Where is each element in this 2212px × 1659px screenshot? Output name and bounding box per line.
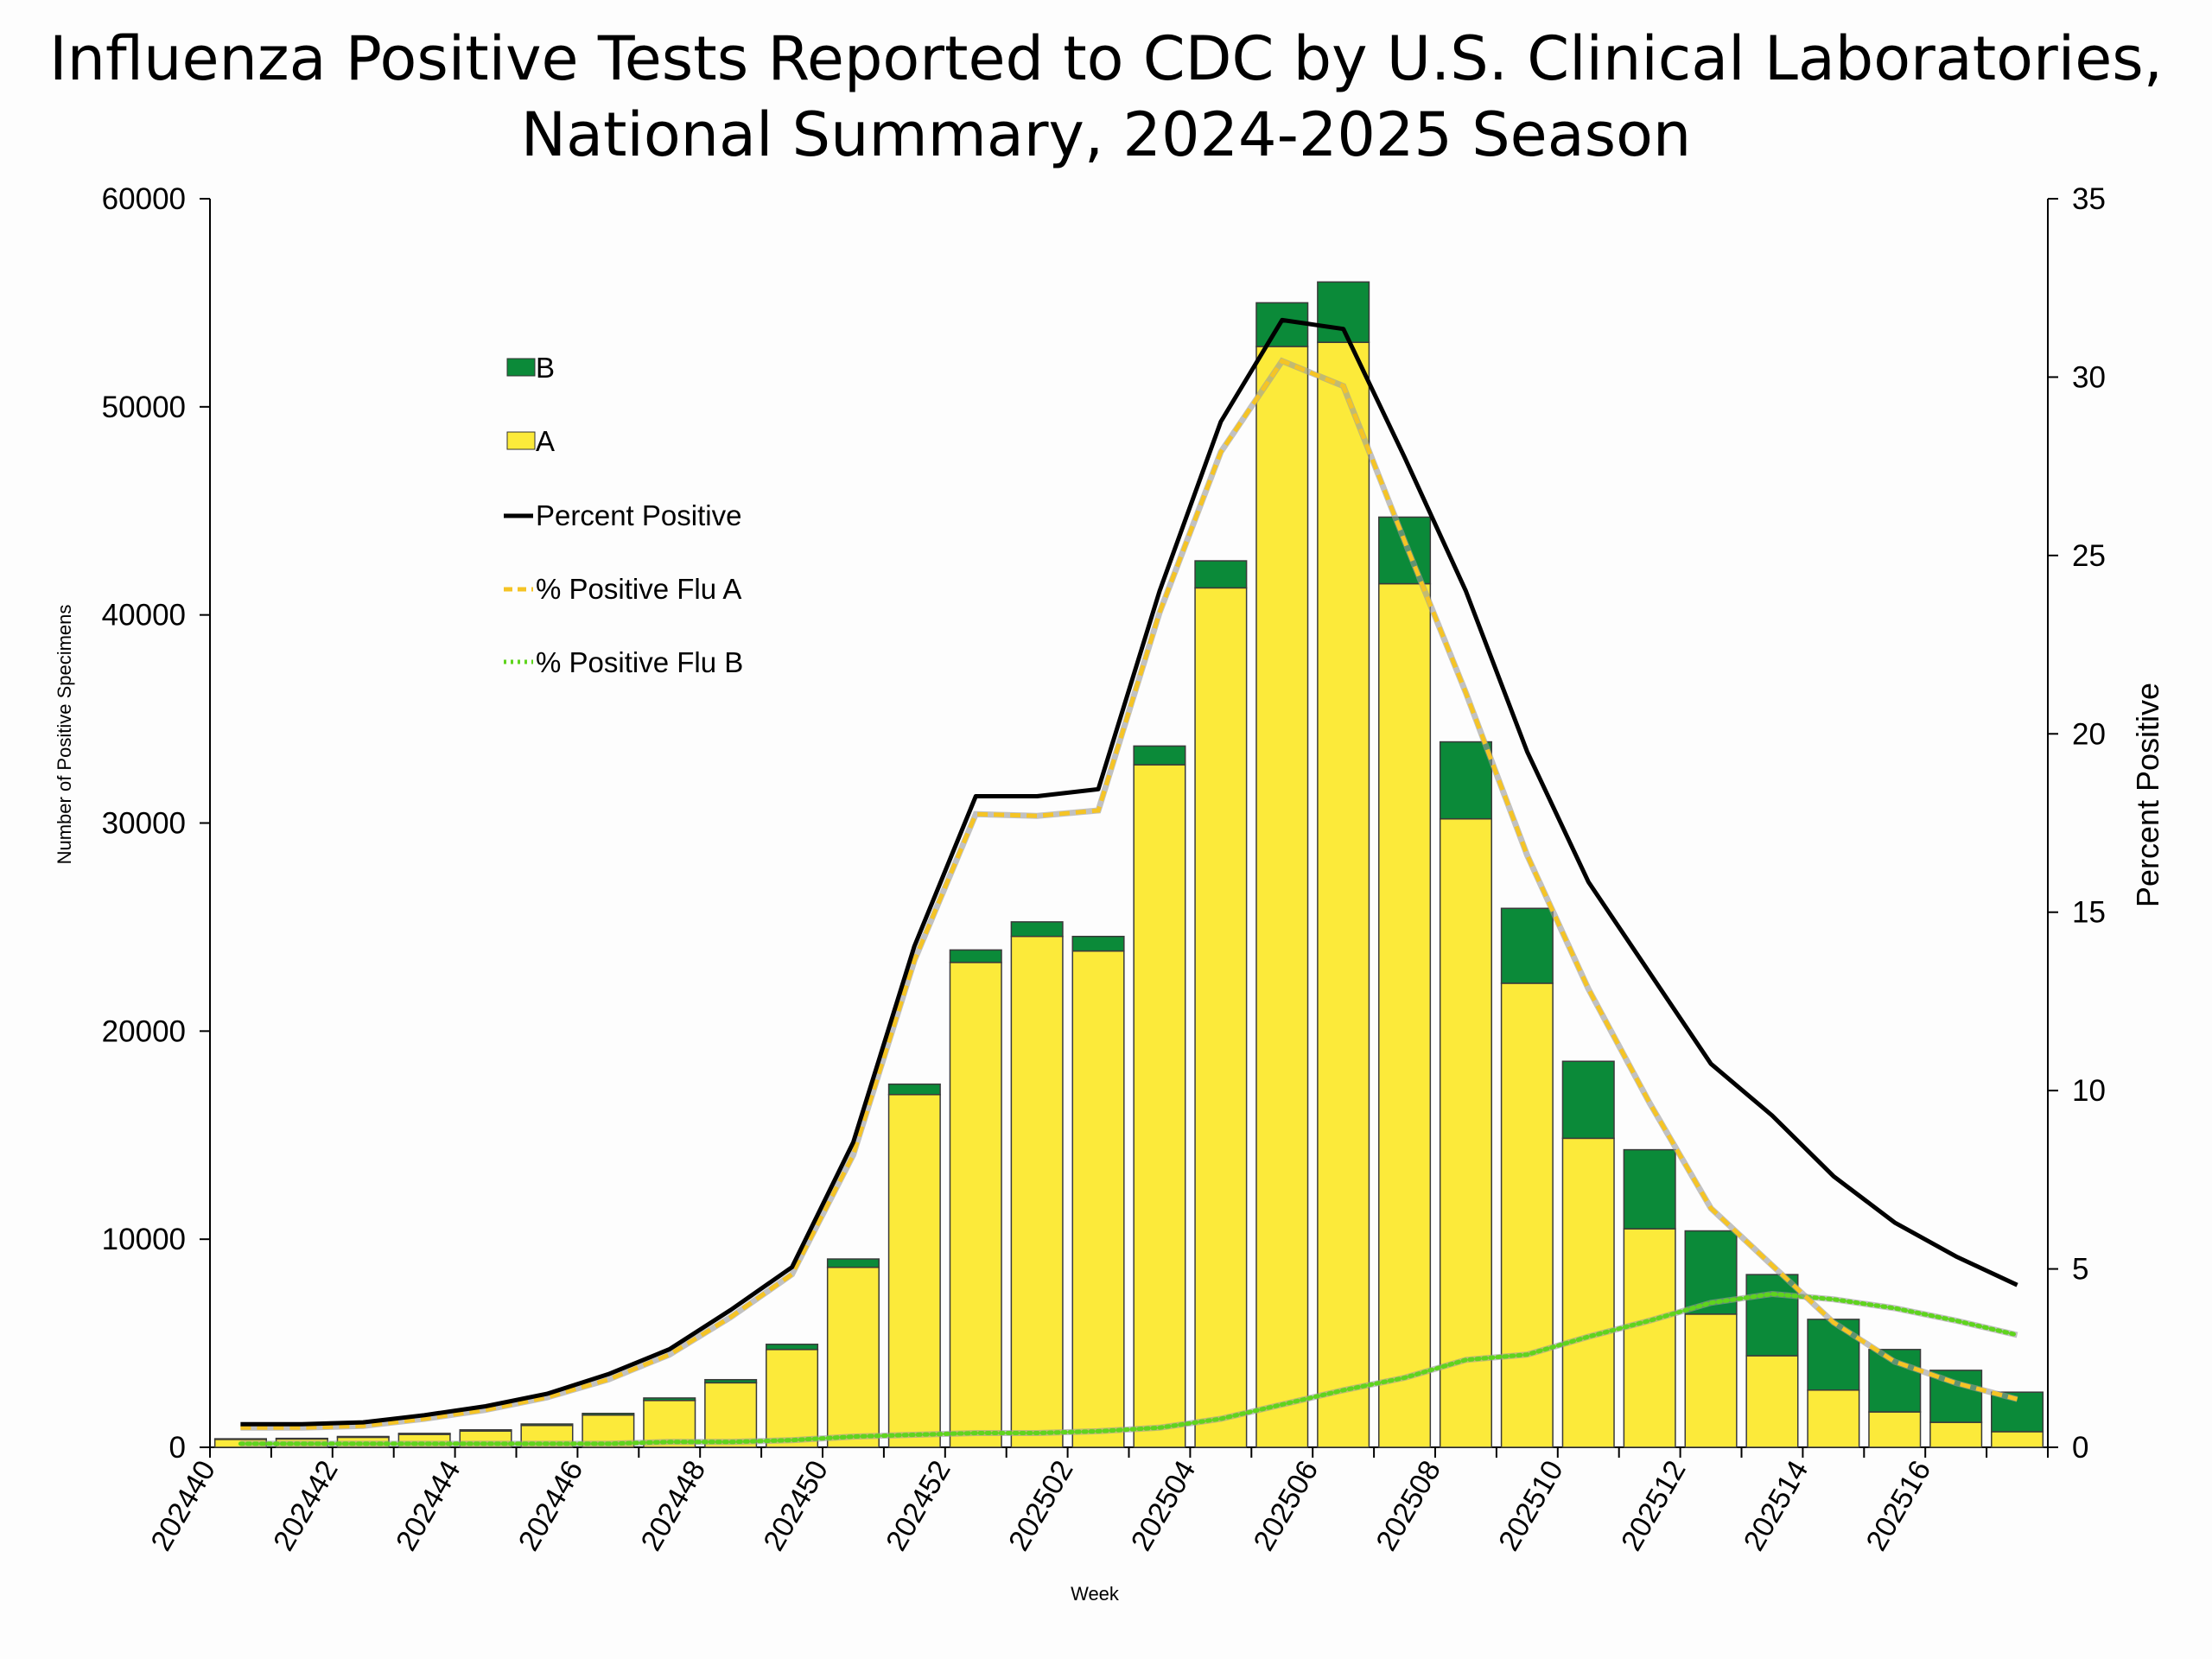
bar-flu-a xyxy=(704,1382,758,1448)
y-axis-label: Number of Positive Specimens xyxy=(54,605,75,865)
bar-flu-a xyxy=(1991,1431,2044,1448)
bar-flu-b xyxy=(1561,1060,1615,1140)
y-tick-label: 40000 xyxy=(102,599,186,632)
bar-flu-a xyxy=(826,1266,880,1448)
bar-flu-b xyxy=(397,1433,451,1435)
legend-swatch-b xyxy=(506,358,536,377)
y2-tick-label: 20 xyxy=(2072,717,2106,751)
bar-flu-b xyxy=(1745,1274,1799,1357)
bar-flu-a xyxy=(1439,817,1492,1448)
chart-title-line-2: National Summary, 2024-2025 Season xyxy=(521,99,1692,170)
legend-label-a: A xyxy=(536,425,555,457)
bar-flu-a xyxy=(887,1094,941,1448)
y-tick-label: 60000 xyxy=(102,182,186,216)
bar-flu-a xyxy=(1071,950,1125,1448)
bar-flu-b xyxy=(1623,1148,1676,1230)
bar-flu-b xyxy=(459,1429,512,1432)
y-tick-label: 0 xyxy=(169,1431,186,1465)
bar-flu-a xyxy=(1745,1355,1799,1448)
bar-flu-a xyxy=(1255,346,1309,1448)
bar-flu-b xyxy=(1378,516,1432,585)
bar-flu-b xyxy=(1500,907,1554,984)
bar-flu-b xyxy=(336,1435,390,1439)
y2-tick-label: 10 xyxy=(2072,1074,2106,1108)
legend-swatch-a xyxy=(506,431,536,450)
bar-flu-b xyxy=(949,949,1002,963)
bar-flu-b xyxy=(1133,745,1186,766)
bar-flu-b xyxy=(1010,921,1064,938)
chart-title-line-1: Influenza Positive Tests Reported to CDC… xyxy=(49,23,2163,94)
bar-flu-b xyxy=(1194,560,1248,589)
y-tick-label: 10000 xyxy=(102,1223,186,1256)
y-tick-label: 20000 xyxy=(102,1014,186,1048)
bar-flu-b xyxy=(520,1423,574,1427)
bar-flu-a xyxy=(1010,936,1064,1448)
bar-flu-b xyxy=(766,1344,819,1351)
legend: B A Percent Positive % Positive Flu A % … xyxy=(504,352,743,678)
bar-flu-b xyxy=(213,1438,267,1440)
line-percent-positive-flu-b xyxy=(238,1291,2020,1446)
bar-flu-a xyxy=(1194,587,1248,1448)
y2-tick-label: 25 xyxy=(2072,539,2106,573)
y-tick-label: 30000 xyxy=(102,807,186,841)
lines-layer xyxy=(238,317,2020,1447)
axes-layer xyxy=(200,198,2058,1458)
bar-flu-a xyxy=(1500,982,1554,1448)
bar-flu-b xyxy=(826,1258,880,1268)
bar-flu-a xyxy=(1929,1421,1983,1448)
bar-flu-a xyxy=(1623,1228,1676,1448)
bar-flu-b xyxy=(1807,1319,1860,1391)
bar-flu-b xyxy=(1071,936,1125,952)
legend-label-percent-positive: Percent Positive xyxy=(536,499,741,531)
bars-layer xyxy=(213,281,2044,1448)
y2-tick-label: 15 xyxy=(2072,896,2106,930)
bar-flu-a xyxy=(766,1349,819,1448)
bar-flu-a xyxy=(1378,582,1432,1448)
bar-flu-a xyxy=(1317,341,1370,1448)
bar-flu-b xyxy=(887,1083,941,1096)
bar-flu-a xyxy=(1561,1137,1615,1448)
bar-flu-a xyxy=(1807,1389,1860,1448)
y2-tick-label: 5 xyxy=(2072,1253,2088,1287)
bar-flu-b xyxy=(582,1412,635,1416)
line-percent-positive xyxy=(240,317,2018,1427)
bar-flu-b xyxy=(275,1437,328,1440)
x-axis-label: Week xyxy=(1071,1583,1120,1605)
bar-flu-b xyxy=(704,1378,758,1384)
legend-label-flu-a: % Positive Flu A xyxy=(536,573,741,605)
bar-flu-a xyxy=(1868,1411,1922,1448)
y-tick-label: 50000 xyxy=(102,391,186,424)
y2-tick-label: 0 xyxy=(2072,1431,2088,1465)
bar-flu-b xyxy=(1439,741,1492,820)
line-percent-positive-flu-a xyxy=(240,358,2018,1430)
y2-tick-label: 30 xyxy=(2072,360,2106,394)
bar-flu-a xyxy=(1684,1313,1738,1448)
bar-flu-b xyxy=(1929,1370,1983,1423)
bar-flu-a xyxy=(1133,764,1186,1448)
bar-flu-a xyxy=(949,962,1002,1448)
legend-label-flu-b: % Positive Flu B xyxy=(536,646,743,678)
bar-flu-b xyxy=(643,1397,696,1402)
legend-label-b: B xyxy=(536,352,555,384)
y2-axis-label: Percent Positive xyxy=(2130,683,2165,907)
y2-tick-label: 35 xyxy=(2072,182,2106,216)
